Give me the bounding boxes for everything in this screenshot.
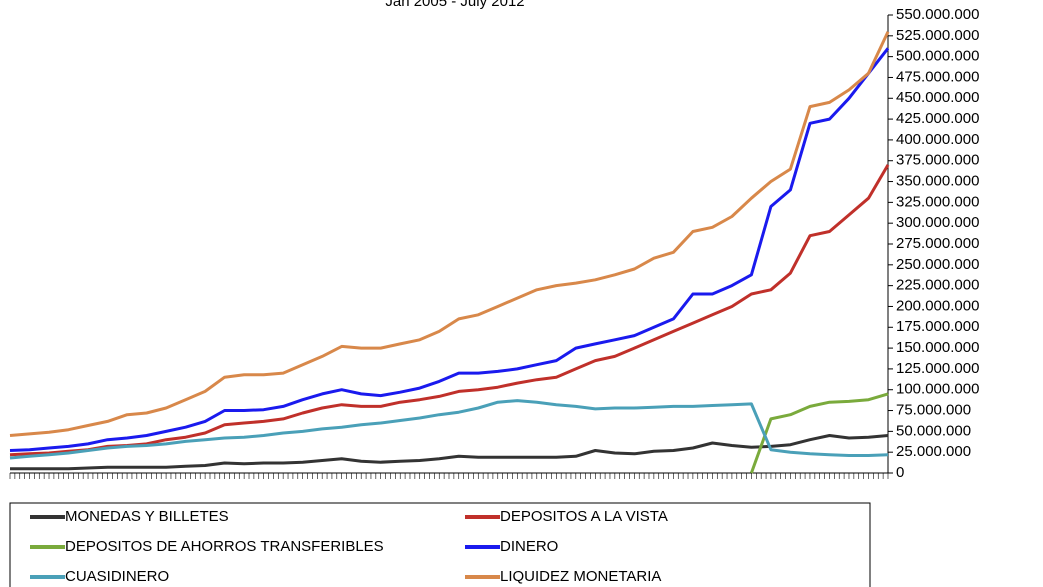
series-line [9, 31, 890, 437]
legend-label: DEPOSITOS A LA VISTA [500, 508, 668, 525]
legend-label: LIQUIDEZ MONETARIA [500, 568, 661, 585]
legend-label: DEPOSITOS DE AHORROS TRANSFERIBLES [65, 538, 384, 555]
y-tick-label: 25.000.000 [896, 443, 971, 460]
series-line [9, 164, 890, 457]
series-line [9, 47, 890, 452]
y-tick-label: 300.000.000 [896, 214, 979, 231]
y-tick-label: 475.000.000 [896, 68, 979, 85]
y-tick-label: 425.000.000 [896, 110, 979, 127]
y-tick-label: 325.000.000 [896, 193, 979, 210]
y-tick-label: 450.000.000 [896, 89, 979, 106]
y-tick-label: 350.000.000 [896, 173, 979, 190]
legend-label: DINERO [500, 538, 558, 555]
y-tick-label: 175.000.000 [896, 318, 979, 335]
y-tick-label: 0 [896, 464, 904, 481]
y-tick-label: 375.000.000 [896, 152, 979, 169]
y-tick-label: 275.000.000 [896, 235, 979, 252]
y-tick-label: 525.000.000 [896, 27, 979, 44]
y-tick-label: 200.000.000 [896, 297, 979, 314]
y-tick-label: 400.000.000 [896, 131, 979, 148]
y-tick-label: 550.000.000 [896, 6, 979, 23]
legend-label: MONEDAS Y BILLETES [65, 508, 229, 525]
y-tick-label: 250.000.000 [896, 256, 979, 273]
y-tick-label: 125.000.000 [896, 360, 979, 377]
series-line [9, 399, 889, 460]
series-line [10, 434, 889, 471]
chart-title: Jan 2005 - July 2012 [385, 0, 524, 10]
series-line [749, 392, 889, 474]
y-tick-label: 100.000.000 [896, 381, 979, 398]
y-tick-label: 75.000.000 [896, 402, 971, 419]
y-tick-label: 150.000.000 [896, 339, 979, 356]
legend-box [9, 502, 871, 587]
legend-label: CUASIDINERO [65, 568, 169, 585]
y-tick-label: 50.000.000 [896, 422, 971, 439]
y-tick-label: 500.000.000 [896, 48, 979, 65]
y-tick-label: 225.000.000 [896, 277, 979, 294]
